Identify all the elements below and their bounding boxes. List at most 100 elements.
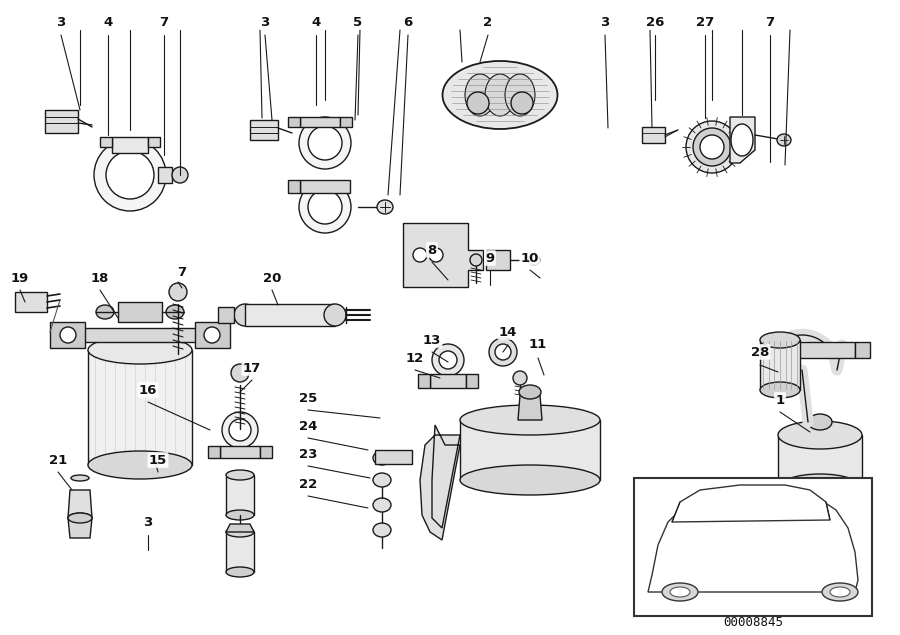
Polygon shape: [226, 532, 254, 572]
Ellipse shape: [760, 382, 800, 398]
Polygon shape: [195, 322, 230, 348]
Polygon shape: [486, 250, 510, 270]
Text: 8: 8: [428, 243, 436, 257]
Ellipse shape: [460, 405, 600, 435]
Polygon shape: [208, 446, 220, 458]
Ellipse shape: [808, 414, 832, 430]
Text: 4: 4: [311, 15, 320, 29]
Text: 12: 12: [406, 352, 424, 364]
Polygon shape: [260, 446, 272, 458]
Polygon shape: [418, 374, 430, 388]
Polygon shape: [68, 518, 92, 538]
Polygon shape: [730, 117, 755, 163]
Polygon shape: [375, 450, 412, 464]
Ellipse shape: [204, 327, 220, 343]
Text: 14: 14: [499, 326, 517, 338]
Text: 10: 10: [521, 251, 539, 265]
Text: 13: 13: [423, 333, 441, 347]
Text: 11: 11: [529, 338, 547, 352]
Polygon shape: [778, 342, 792, 358]
Ellipse shape: [373, 451, 391, 465]
Text: 3: 3: [260, 15, 270, 29]
Polygon shape: [300, 117, 340, 127]
Ellipse shape: [229, 419, 251, 441]
Polygon shape: [518, 395, 542, 420]
Text: 17: 17: [243, 361, 261, 375]
Ellipse shape: [60, 327, 76, 343]
Text: 3: 3: [600, 15, 609, 29]
Ellipse shape: [373, 523, 391, 537]
Ellipse shape: [777, 134, 791, 146]
Ellipse shape: [169, 283, 187, 301]
Text: 18: 18: [91, 272, 109, 284]
Ellipse shape: [94, 139, 166, 211]
Ellipse shape: [226, 527, 254, 537]
Polygon shape: [420, 425, 460, 540]
Ellipse shape: [513, 371, 527, 385]
Ellipse shape: [460, 465, 600, 495]
Text: 2: 2: [483, 15, 492, 29]
Text: 4: 4: [104, 15, 112, 29]
Ellipse shape: [731, 124, 753, 156]
Ellipse shape: [760, 332, 800, 348]
Text: 25: 25: [299, 392, 317, 404]
Ellipse shape: [308, 126, 342, 160]
Ellipse shape: [830, 587, 850, 597]
Ellipse shape: [686, 121, 738, 173]
Ellipse shape: [226, 470, 254, 480]
Polygon shape: [148, 137, 160, 147]
Ellipse shape: [700, 135, 724, 159]
Polygon shape: [855, 342, 870, 358]
Ellipse shape: [511, 92, 533, 114]
Polygon shape: [288, 180, 300, 193]
Ellipse shape: [519, 385, 541, 399]
Text: 5: 5: [354, 15, 363, 29]
Polygon shape: [466, 374, 478, 388]
Ellipse shape: [88, 451, 192, 479]
Ellipse shape: [172, 167, 188, 183]
Ellipse shape: [166, 305, 184, 319]
Ellipse shape: [822, 583, 858, 601]
Ellipse shape: [495, 344, 511, 360]
Text: 00008845: 00008845: [723, 615, 783, 629]
Ellipse shape: [222, 412, 258, 448]
Ellipse shape: [68, 513, 92, 523]
Polygon shape: [112, 137, 148, 153]
Text: 24: 24: [299, 420, 317, 432]
Ellipse shape: [106, 151, 154, 199]
Polygon shape: [88, 350, 192, 465]
Text: 3: 3: [57, 15, 66, 29]
Ellipse shape: [432, 344, 464, 376]
Polygon shape: [220, 446, 260, 458]
Polygon shape: [340, 117, 352, 127]
Polygon shape: [118, 302, 162, 322]
Ellipse shape: [373, 498, 391, 512]
Ellipse shape: [485, 74, 515, 116]
Text: 27: 27: [696, 15, 714, 29]
Text: 1: 1: [776, 394, 785, 406]
Ellipse shape: [778, 474, 862, 502]
Ellipse shape: [299, 117, 351, 169]
Ellipse shape: [470, 254, 482, 266]
Ellipse shape: [226, 510, 254, 520]
Ellipse shape: [324, 304, 346, 326]
Polygon shape: [672, 485, 830, 522]
Polygon shape: [226, 524, 254, 532]
Ellipse shape: [489, 338, 517, 366]
Text: 23: 23: [299, 448, 317, 460]
Ellipse shape: [377, 200, 393, 214]
Ellipse shape: [662, 583, 698, 601]
Polygon shape: [300, 180, 350, 193]
Text: 7: 7: [177, 265, 186, 279]
Polygon shape: [68, 490, 92, 518]
Polygon shape: [218, 307, 234, 323]
Ellipse shape: [68, 513, 92, 523]
Polygon shape: [642, 127, 665, 143]
Ellipse shape: [96, 305, 114, 319]
Polygon shape: [50, 322, 85, 348]
Ellipse shape: [439, 351, 457, 369]
Polygon shape: [100, 137, 112, 147]
Polygon shape: [45, 110, 78, 133]
Ellipse shape: [226, 567, 254, 577]
Ellipse shape: [373, 473, 391, 487]
